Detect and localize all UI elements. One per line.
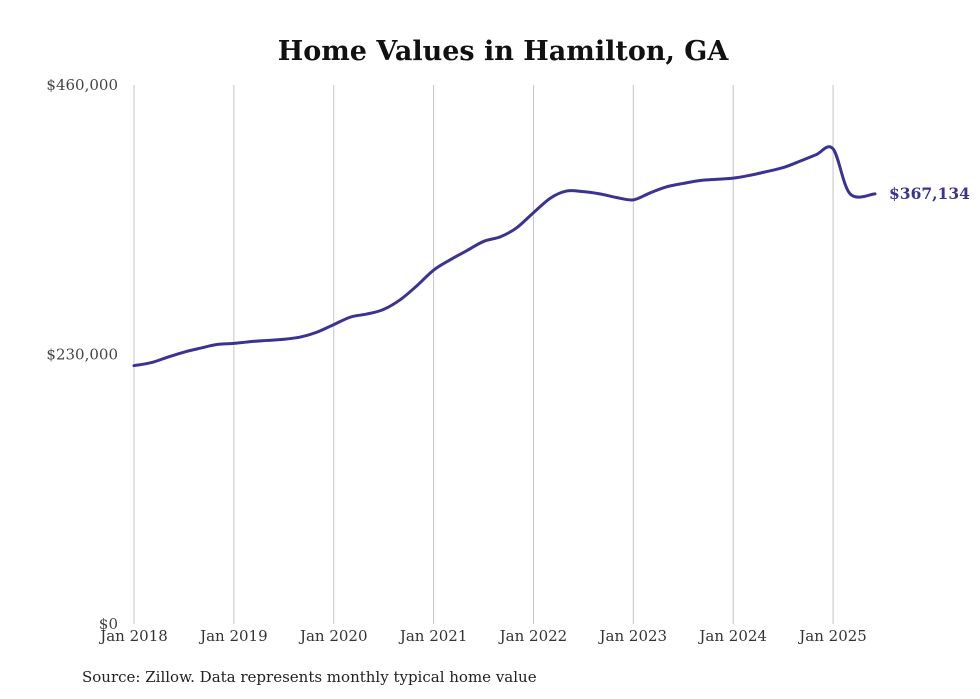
x-tick-label: Jan 2021 [398, 627, 468, 645]
x-axis: Jan 2018 Jan 2019 Jan 2020 Jan 2021 Jan 2022… [98, 627, 867, 645]
y-tick-label: $460,000 [46, 76, 118, 94]
x-tick-label: Jan 2023 [598, 627, 668, 645]
series-group: $367,134 [132, 145, 970, 368]
x-tick-label: Jan 2024 [697, 627, 767, 645]
x-tick-label: Jan 2019 [198, 627, 268, 645]
source-note: Source: Zillow. Data represents monthly … [82, 668, 537, 686]
y-tick-label: $230,000 [46, 346, 118, 364]
y-axis: $0 $230,000 $460,000 [46, 76, 118, 633]
end-value-label: $367,134 [889, 184, 970, 203]
chart-title: Home Values in Hamilton, GA [278, 36, 730, 67]
x-tick-label: Jan 2020 [298, 627, 368, 645]
x-tick-label: Jan 2025 [797, 627, 867, 645]
grid-lines [133, 85, 834, 624]
series-line [132, 145, 877, 368]
x-tick-label: Jan 2018 [98, 627, 168, 645]
x-tick-label: Jan 2022 [498, 627, 568, 645]
y-tick-label: $0 [99, 615, 118, 633]
